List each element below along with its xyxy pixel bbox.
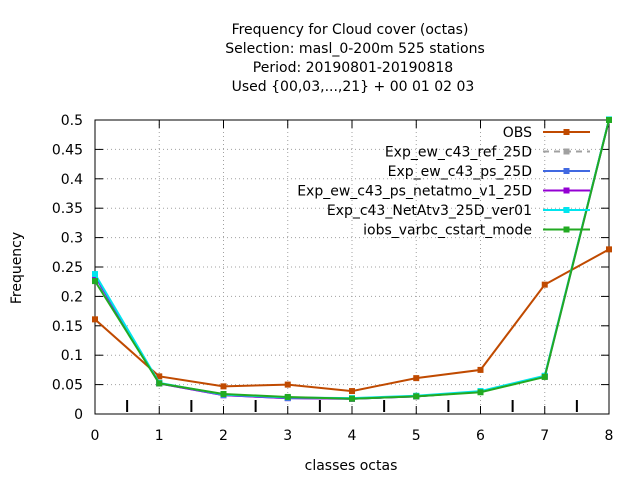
legend-label: Exp_c43_NetAtv3_25D_ver01	[327, 203, 532, 219]
data-point	[92, 316, 98, 323]
x-tick-label: 1	[155, 428, 164, 444]
x-tick-label: 6	[476, 428, 485, 444]
title-line-3: Period: 20190801-20190818	[253, 60, 453, 76]
y-tick-label: 0	[74, 407, 83, 423]
data-point	[477, 366, 484, 373]
legend-swatch-marker	[563, 168, 570, 174]
legend-swatch-marker	[563, 207, 570, 213]
data-point	[606, 117, 612, 123]
data-point	[606, 246, 612, 253]
series-6	[92, 117, 612, 402]
series-3	[92, 117, 612, 402]
x-tick-label: 8	[605, 428, 614, 444]
data-point	[349, 395, 355, 402]
data-point	[284, 393, 291, 400]
title-line-2: Selection: masl_0-200m 525 stations	[225, 41, 485, 57]
data-point	[156, 380, 163, 387]
x-tick-label: 3	[283, 428, 292, 444]
y-tick-label: 0.2	[61, 289, 83, 305]
title-line-1: Frequency for Cloud cover (octas)	[232, 22, 469, 38]
data-point	[220, 391, 227, 398]
series-group	[92, 116, 612, 402]
y-tick-label: 0.35	[52, 201, 83, 217]
legend-swatch-marker	[563, 187, 570, 194]
data-point	[349, 388, 355, 395]
x-axis-label: classes octas	[305, 458, 398, 474]
series-1	[92, 246, 612, 395]
legend-swatch-marker	[563, 148, 570, 155]
data-point	[413, 375, 420, 382]
legend-label: Exp_ew_c43_ps_25D	[388, 164, 532, 180]
y-tick-label: 0.15	[52, 319, 83, 335]
y-tick-label: 0.25	[52, 260, 83, 276]
legend: OBS Exp_ew_c43_ref_25D Exp_ew_c43_ps_25D Ex…	[297, 125, 590, 239]
title-line-4: Used {00,03,...,21} + 00 01 02 03	[232, 79, 475, 95]
x-tick-label: 5	[412, 428, 421, 444]
x-tick-label: 0	[91, 428, 100, 444]
data-point	[92, 278, 98, 285]
series-2	[92, 117, 612, 402]
data-point	[413, 393, 420, 400]
y-tick-label: 0.05	[52, 378, 83, 394]
legend-label: Exp_ew_c43_ps_netatmo_v1_25D	[297, 184, 532, 200]
y-tick-label: 0.1	[61, 348, 83, 364]
legend-swatch-marker	[563, 226, 570, 233]
legend-label: OBS	[503, 125, 532, 141]
y-tick-label: 0.4	[61, 172, 83, 188]
data-point	[541, 281, 548, 288]
data-point	[284, 381, 291, 388]
y-tick-label: 0.3	[61, 231, 83, 247]
y-axis-label: Frequency	[9, 232, 25, 304]
axes: 0 0.05 0.1 0.15 0.2 0.25 0.3 0.35 0.4 0.45 0.5 0 1 2 3…	[52, 113, 614, 444]
data-point	[92, 271, 98, 278]
data-point	[541, 373, 548, 380]
x-tick-label: 7	[540, 428, 549, 444]
legend-swatch-marker	[563, 129, 570, 135]
legend-label: iobs_varbc_cstart_mode	[363, 223, 532, 239]
series-5	[92, 116, 612, 402]
data-point	[156, 373, 163, 380]
x-tick-label: 4	[348, 428, 357, 444]
series-4	[92, 117, 612, 402]
legend-label: Exp_ew_c43_ref_25D	[385, 145, 532, 161]
x-tick-label: 2	[219, 428, 228, 444]
chart-title: Frequency for Cloud cover (octas) Select…	[225, 22, 485, 95]
data-point	[477, 389, 484, 396]
grid	[95, 120, 609, 414]
y-tick-label: 0.5	[61, 113, 83, 129]
y-tick-label: 0.45	[52, 142, 83, 158]
data-point	[220, 383, 227, 390]
